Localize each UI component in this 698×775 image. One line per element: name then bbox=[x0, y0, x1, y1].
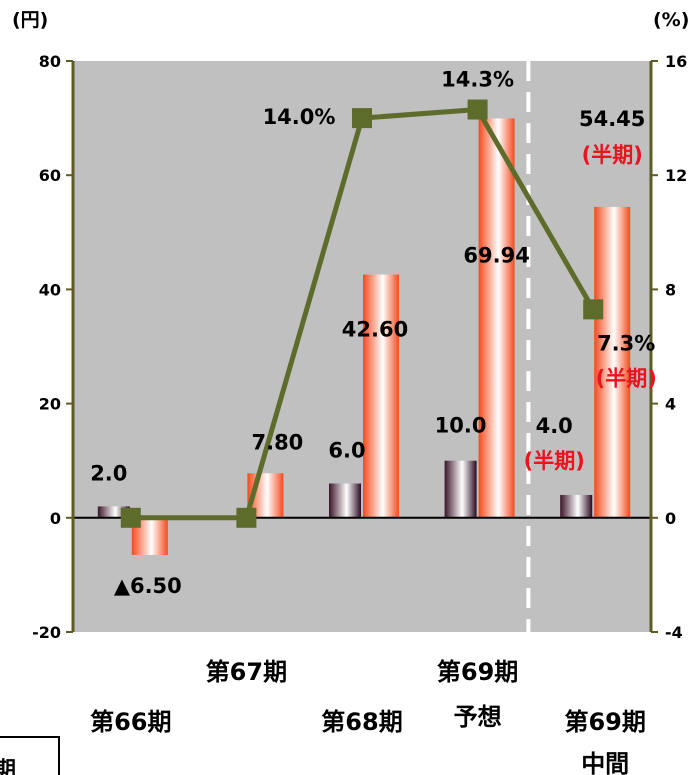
right-tick-label: 16 bbox=[665, 52, 687, 71]
dividend-bar-3 bbox=[444, 460, 477, 518]
eps-bar-4 bbox=[594, 206, 631, 518]
roe-label-4: 7.3% bbox=[597, 331, 655, 355]
roe-label-2: 14.0% bbox=[263, 105, 336, 129]
dividend-bar-0 bbox=[97, 506, 130, 518]
plot-area bbox=[73, 61, 651, 632]
dividend-label-3: 10.0 bbox=[435, 414, 487, 438]
category-label-3: 第69期 bbox=[437, 658, 518, 686]
left-tick-label: -20 bbox=[32, 623, 61, 642]
dividend-bar-2 bbox=[329, 483, 361, 518]
right-tick-label: 8 bbox=[665, 280, 676, 299]
roe-marker-1 bbox=[236, 507, 257, 528]
roe-note-4: (半期) bbox=[596, 366, 657, 390]
eps-label-2: 42.60 bbox=[342, 318, 408, 342]
roe-marker-3 bbox=[467, 99, 488, 120]
left-tick-label: 80 bbox=[39, 52, 61, 71]
footer-table-stub: 期 bbox=[0, 736, 60, 775]
eps-bar-3 bbox=[478, 118, 515, 518]
eps-label-4: 54.45 bbox=[579, 107, 645, 131]
category-label-4: 中間 bbox=[581, 750, 629, 775]
dividend-note-4: (半期) bbox=[524, 449, 585, 473]
eps-bar-2 bbox=[363, 274, 399, 518]
right-tick-label: 4 bbox=[665, 395, 676, 414]
dividend-label-4: 4.0 bbox=[536, 414, 573, 438]
eps-label-3: 69.94 bbox=[463, 243, 529, 267]
dividend-label-2: 6.0 bbox=[328, 439, 365, 463]
right-axis-unit: (%) bbox=[653, 9, 689, 31]
category-label-1: 第67期 bbox=[206, 658, 287, 686]
roe-label-3: 14.3% bbox=[441, 68, 514, 92]
right-tick-label: -4 bbox=[665, 623, 683, 642]
roe-marker-2 bbox=[352, 108, 372, 129]
left-tick-label: 0 bbox=[50, 509, 61, 528]
category-label-4: 第69期 bbox=[564, 708, 645, 736]
left-tick-label: 20 bbox=[39, 395, 61, 414]
left-axis-unit: (円) bbox=[12, 9, 48, 31]
roe-marker-4 bbox=[583, 299, 604, 320]
category-label-3: 予想 bbox=[454, 703, 502, 731]
dividend-label-0: 2.0 bbox=[90, 461, 127, 485]
right-tick-label: 12 bbox=[665, 166, 687, 185]
left-tick-label: 60 bbox=[39, 166, 61, 185]
right-tick-label: 0 bbox=[665, 509, 676, 528]
dividend-bar-4 bbox=[560, 494, 593, 518]
eps-label-0: ▲6.50 bbox=[114, 574, 182, 598]
footer-stub-text: 期 bbox=[0, 752, 16, 775]
left-tick-label: 40 bbox=[39, 280, 61, 299]
eps-note-4: (半期) bbox=[582, 143, 643, 167]
category-label-0: 第66期 bbox=[90, 708, 171, 736]
eps-label-1: 7.80 bbox=[251, 430, 303, 454]
roe-marker-0 bbox=[120, 507, 141, 528]
category-label-2: 第68期 bbox=[321, 708, 402, 736]
